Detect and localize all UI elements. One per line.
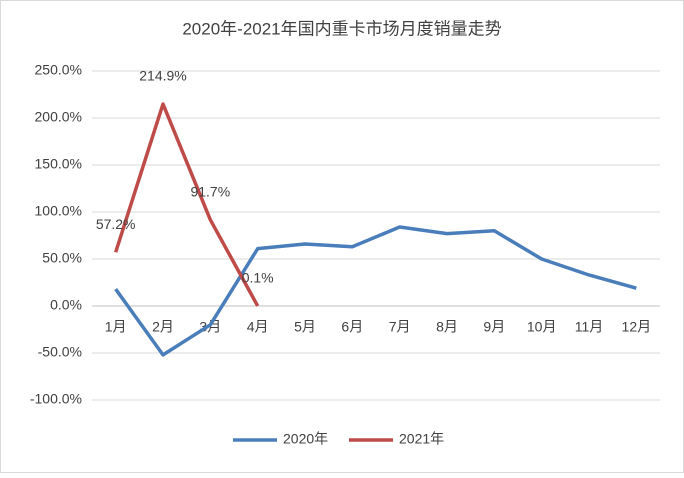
x-tick-label: 6月 bbox=[341, 319, 363, 335]
legend-label: 2021年 bbox=[399, 431, 444, 447]
y-tick-label: 150.0% bbox=[35, 156, 82, 172]
y-tick-label: -100.0% bbox=[30, 391, 82, 407]
x-tick-label: 12月 bbox=[622, 319, 652, 335]
x-tick-label: 2月 bbox=[152, 319, 174, 335]
y-tick-label: 50.0% bbox=[42, 250, 82, 266]
data-label: 0.1% bbox=[242, 270, 274, 286]
y-tick-label: -50.0% bbox=[38, 344, 82, 360]
x-tick-label: 1月 bbox=[105, 319, 127, 335]
x-tick-label: 8月 bbox=[436, 319, 458, 335]
x-tick-label: 5月 bbox=[294, 319, 316, 335]
x-tick-label: 10月 bbox=[527, 319, 557, 335]
x-tick-label: 4月 bbox=[247, 319, 269, 335]
chart-title: 2020年-2021年国内重卡市场月度销量走势 bbox=[182, 19, 501, 38]
legend-label: 2020年 bbox=[283, 431, 328, 447]
data-label: 57.2% bbox=[96, 216, 136, 232]
y-tick-label: 0.0% bbox=[50, 297, 82, 313]
x-tick-label: 9月 bbox=[483, 319, 505, 335]
data-label: 91.7% bbox=[190, 184, 230, 200]
y-tick-label: 250.0% bbox=[35, 62, 82, 78]
data-label: 214.9% bbox=[139, 68, 186, 84]
y-tick-label: 100.0% bbox=[35, 203, 82, 219]
series-line bbox=[113, 102, 260, 307]
series-line bbox=[114, 225, 637, 357]
x-tick-label: 11月 bbox=[575, 319, 604, 335]
y-tick-label: 200.0% bbox=[35, 109, 82, 125]
x-tick-label: 7月 bbox=[389, 319, 411, 335]
